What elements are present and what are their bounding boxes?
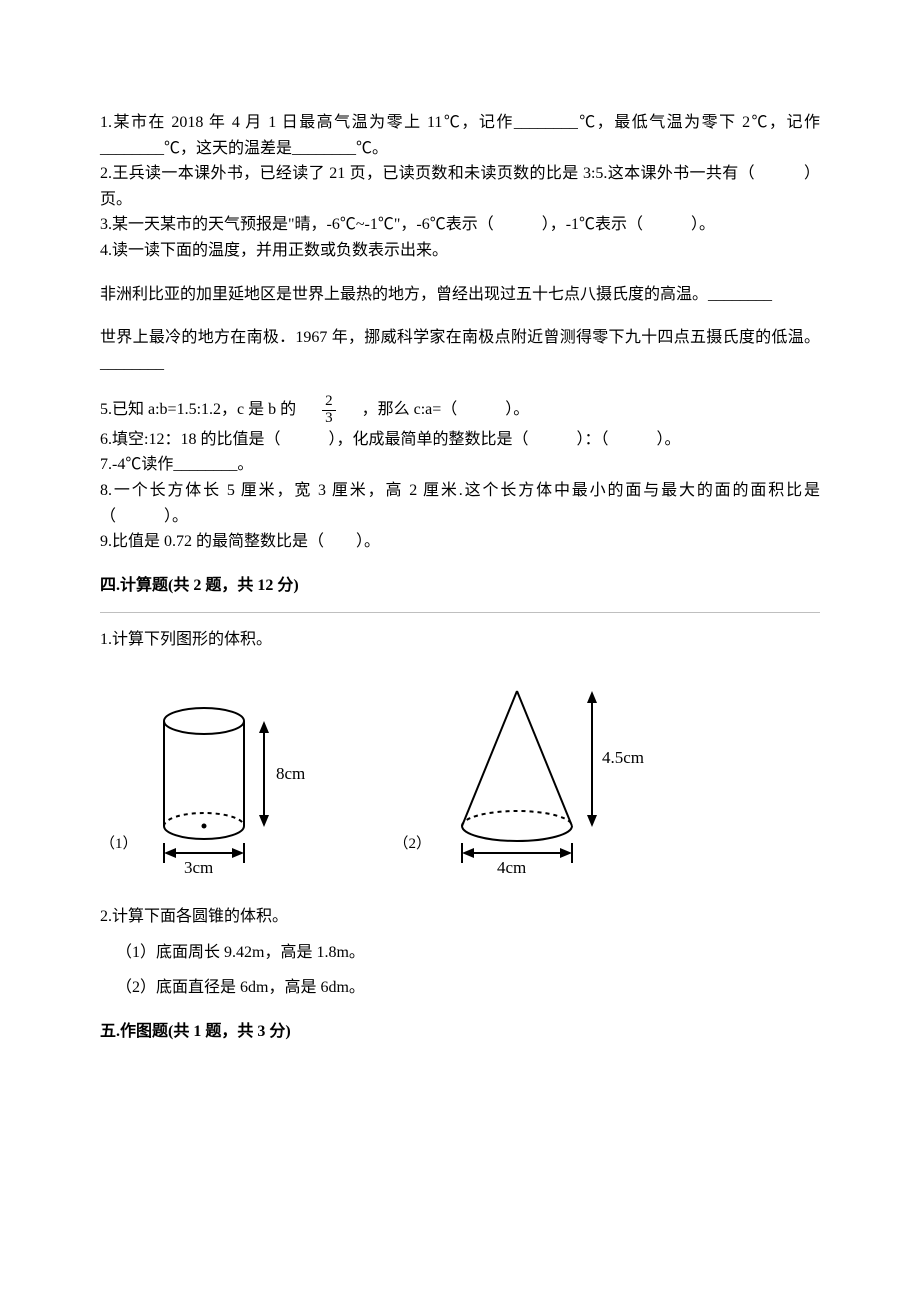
sec4-q2b: （2）底面直径是 6dm，高是 6dm。 (100, 975, 820, 1001)
svg-text:3cm: 3cm (184, 858, 213, 876)
fill-q9: 9.比值是 0.72 的最简整数比是（ ）。 (100, 529, 820, 555)
frac-num: 2 (322, 394, 336, 411)
fill-q7: 7.-4℃读作________。 (100, 452, 820, 478)
sec4-q2a: （1）底面周长 9.42m，高是 1.8m。 (100, 940, 820, 966)
sec4-q2: 2.计算下面各圆锥的体积。 (100, 904, 820, 930)
fraction-2-3: 2 3 (322, 394, 336, 427)
fill-q4a: 非洲利比亚的加里延地区是世界上最热的地方，曾经出现过五十七点八摄氏度的高温。__… (100, 282, 820, 308)
fill-q6: 6.填空:12：18 的比值是（ ），化成最简单的整数比是（ ）：（ ）。 (100, 427, 820, 453)
cylinder-figure: 8cm 3cm (144, 691, 334, 876)
fill-q1: 1.某市在 2018 年 4 月 1 日最高气温为零上 11℃，记作______… (100, 110, 820, 161)
divider (100, 612, 820, 613)
fill-q2: 2.王兵读一本课外书，已经读了 21 页，已读页数和未读页数的比是 3:5.这本… (100, 161, 820, 212)
sec4-q1: 1.计算下列图形的体积。 (100, 627, 820, 653)
fill-q4b: 世界上最冷的地方在南极．1967 年，挪威科学家在南极点附近曾测得零下九十四点五… (100, 325, 820, 376)
section-5-title: 五.作图题(共 1 题，共 3 分) (100, 1019, 820, 1045)
fill-q5-a: 5.已知 a:b=1.5:1.2，c 是 b 的 (100, 401, 312, 418)
section-4-title: 四.计算题(共 2 题，共 12 分) (100, 573, 820, 599)
svg-text:8cm: 8cm (276, 764, 305, 783)
figures-row: （1） 8cm 3cm (100, 681, 820, 876)
cone-figure: 4.5cm 4cm (437, 681, 657, 876)
fill-q5-b: ，那么 c:a=（ ）。 (346, 401, 530, 418)
fill-q8: 8.一个长方体长 5 厘米，宽 3 厘米，高 2 厘米.这个长方体中最小的面与最… (100, 478, 820, 529)
fill-q5: 5.已知 a:b=1.5:1.2，c 是 b 的 2 3 ，那么 c:a=（ ）… (100, 394, 820, 427)
figure-2-wrap: （2） 4.5cm 4cm (394, 681, 658, 876)
svg-text:4cm: 4cm (497, 858, 526, 876)
fill-q4: 4.读一读下面的温度，并用正数或负数表示出来。 (100, 238, 820, 264)
fill-q3: 3.某一天某市的天气预报是"晴，-6℃~-1℃"，-6℃表示（ ），-1℃表示（… (100, 212, 820, 238)
figure-1-index: （1） (100, 832, 138, 876)
figure-2-index: （2） (394, 832, 432, 876)
page: 1.某市在 2018 年 4 月 1 日最高气温为零上 11℃，记作______… (0, 0, 920, 1118)
frac-den: 3 (322, 411, 336, 427)
figure-1-wrap: （1） 8cm 3cm (100, 691, 334, 876)
svg-text:4.5cm: 4.5cm (602, 748, 644, 767)
